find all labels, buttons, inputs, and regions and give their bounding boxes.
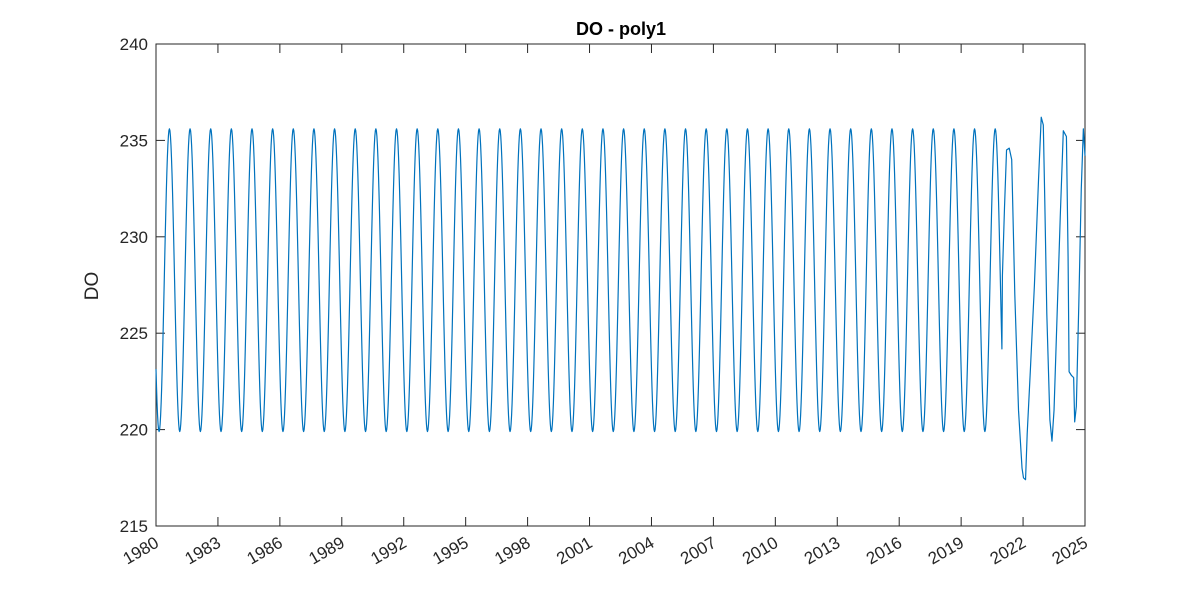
chart-title: DO - poly1 bbox=[576, 19, 666, 39]
y-tick-label: 230 bbox=[120, 228, 148, 247]
y-tick-label: 225 bbox=[120, 324, 148, 343]
y-axis-label: DO bbox=[82, 272, 103, 301]
y-tick-label: 240 bbox=[120, 35, 148, 54]
y-tick-label: 215 bbox=[120, 517, 148, 536]
y-tick-label: 235 bbox=[120, 131, 148, 150]
y-axis: 215 220 225 230 235 240 bbox=[120, 35, 1085, 536]
series-line-do bbox=[155, 116, 1086, 481]
y-tick-label: 220 bbox=[120, 421, 148, 440]
plot-frame bbox=[155, 43, 1086, 527]
